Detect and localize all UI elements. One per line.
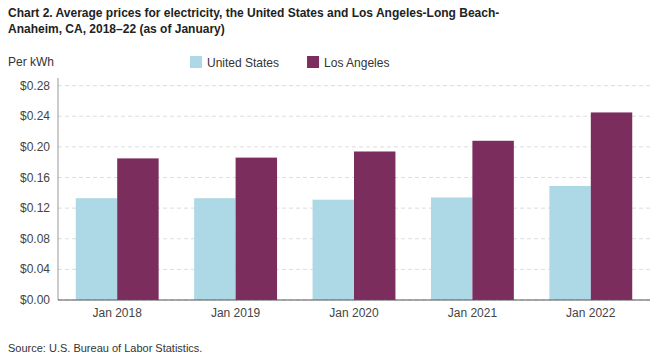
grid-line [58, 85, 650, 86]
bar [431, 197, 472, 300]
y-tick-label: $0.00 [20, 293, 50, 307]
bar [236, 158, 277, 300]
title: Chart 2. Average prices for electricity,… [8, 6, 499, 20]
bar [472, 141, 513, 300]
x-tick-label: Jan 2020 [329, 306, 379, 320]
legend-label: Los Angeles [324, 56, 389, 70]
bar [591, 112, 632, 300]
background [0, 0, 661, 360]
grid-line [58, 146, 650, 147]
x-tick-label: Jan 2019 [211, 306, 261, 320]
legend-swatch [307, 56, 319, 68]
x-tick-label: Jan 2022 [566, 306, 616, 320]
legend-item: Los Angeles [307, 56, 389, 70]
title: Anaheim, CA, 2018–22 (as of January) [8, 22, 225, 36]
y-tick-label: $0.28 [20, 79, 50, 93]
y-tick-label: $0.04 [20, 262, 50, 276]
x-axis-line [58, 300, 650, 301]
grid-line [58, 116, 650, 117]
y-tick-label: $0.08 [20, 232, 50, 246]
bar [549, 186, 590, 300]
y-tick-label: $0.16 [20, 171, 50, 185]
y-axis-label: Per kWh [8, 55, 54, 69]
y-tick-label: $0.20 [20, 140, 50, 154]
bar [313, 200, 354, 300]
y-axis-line [58, 78, 59, 300]
legend-swatch [190, 56, 202, 68]
source: Source: U.S. Bureau of Labor Statistics. [8, 342, 202, 354]
bars [76, 112, 632, 300]
grid-line [58, 300, 650, 301]
bar [194, 198, 235, 300]
legend-label: United States [207, 56, 279, 70]
x-tick-label: Jan 2021 [448, 306, 498, 320]
bar [354, 151, 395, 300]
y-tick-label: $0.24 [20, 109, 50, 123]
x-tick-label: Jan 2018 [93, 306, 143, 320]
bar [117, 158, 158, 300]
bar [76, 198, 117, 300]
y-tick-label: $0.12 [20, 201, 50, 215]
legend-item: United States [190, 56, 279, 70]
